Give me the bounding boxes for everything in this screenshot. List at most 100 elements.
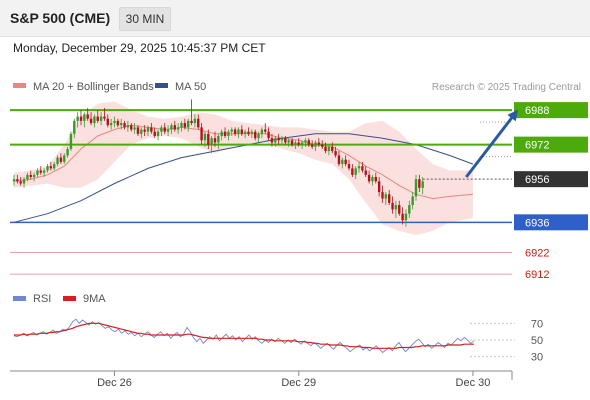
level-current: 6956 — [422, 171, 588, 188]
candle-body — [133, 127, 136, 130]
x-tick-label: Dec 30 — [456, 377, 491, 389]
level-lower_support: 6922 — [10, 248, 549, 260]
candle — [327, 144, 331, 156]
timeframe-button[interactable]: 30 MIN — [119, 7, 171, 31]
candle — [324, 142, 327, 154]
candle-body — [190, 120, 193, 124]
level-tag — [514, 102, 588, 119]
level-support: 6936 — [10, 214, 588, 231]
candle-body — [364, 170, 367, 175]
candle — [133, 123, 136, 134]
candle — [287, 138, 290, 147]
candle-body — [388, 194, 391, 203]
candle-body — [16, 179, 19, 182]
candle-body — [337, 155, 341, 165]
candle — [264, 123, 267, 134]
legend-swatch — [155, 83, 168, 88]
candle — [230, 127, 233, 136]
candle-body — [351, 168, 354, 175]
candle-body — [287, 140, 290, 143]
candle — [126, 120, 130, 132]
candle-body — [96, 116, 99, 121]
candle — [46, 164, 49, 173]
candle-body — [347, 164, 351, 169]
candle — [116, 118, 120, 128]
candle-body — [170, 125, 173, 130]
candle-body — [93, 116, 96, 124]
candle — [166, 125, 170, 136]
candle — [96, 110, 99, 124]
candle-body — [243, 131, 247, 134]
candle-body — [153, 131, 156, 136]
candle — [183, 118, 187, 130]
candle-body — [56, 157, 59, 165]
candle-body — [160, 127, 163, 132]
rsi-legend-item: 9MA — [63, 293, 106, 305]
candle-body — [146, 127, 150, 132]
candle — [76, 112, 79, 128]
candle-body — [217, 136, 220, 143]
rsi-tick-label: 50 — [531, 335, 543, 347]
candle-body — [294, 142, 297, 145]
bollinger-band — [14, 101, 473, 236]
candle-body — [361, 166, 364, 171]
candle-body — [223, 131, 227, 136]
candle — [210, 136, 213, 154]
legend-label: MA 20 + Bollinger Bands — [33, 81, 154, 93]
legend-swatch — [13, 83, 26, 88]
candle-body — [136, 127, 140, 134]
candle — [176, 123, 180, 134]
candle-body — [414, 179, 418, 197]
candle — [156, 129, 160, 141]
candle-body — [163, 127, 166, 132]
candle-body — [300, 142, 304, 145]
candle — [347, 159, 351, 171]
candle-body — [391, 202, 394, 210]
candle — [193, 114, 197, 128]
candle-body — [120, 123, 123, 126]
candle — [391, 196, 394, 214]
candle-body — [42, 170, 46, 173]
candle-body — [220, 131, 223, 136]
candle — [408, 200, 411, 218]
level-resistance: 6988 — [10, 102, 588, 119]
candle — [163, 123, 166, 134]
candle-body — [257, 133, 260, 139]
credit-label: Research © 2025 Trading Central — [432, 82, 581, 93]
candle — [321, 140, 324, 149]
candle-body — [109, 123, 113, 126]
candle — [140, 127, 143, 139]
candle-body — [290, 140, 294, 145]
candle — [217, 133, 220, 149]
rsi-9ma-line — [14, 322, 474, 349]
candle-body — [274, 138, 277, 143]
candle — [237, 127, 240, 139]
candle-body — [404, 213, 408, 221]
candle-body — [22, 179, 26, 184]
candle-body — [19, 181, 22, 184]
candle — [180, 120, 183, 132]
candle-body — [207, 133, 210, 145]
price-panel: MA 20 + Bollinger Bands MA 50 Research © 2… — [10, 81, 588, 281]
candle — [197, 114, 200, 130]
forecast-arrow-shaft — [465, 113, 516, 178]
timestamp-label: Monday, December 29, 2025 10:45:37 PM CE… — [13, 41, 266, 55]
candle-body — [200, 127, 203, 141]
candle-body — [344, 159, 347, 165]
candle-body — [123, 123, 126, 128]
candle — [86, 107, 89, 121]
rsi-legend-item: RSI — [13, 293, 51, 305]
candle — [227, 129, 230, 141]
candle — [418, 174, 421, 193]
candle — [203, 131, 207, 147]
candle — [367, 170, 371, 184]
candle-body — [401, 213, 404, 221]
candle-body — [86, 114, 89, 119]
candle-body — [103, 116, 106, 119]
candle-body — [59, 157, 63, 162]
candle — [398, 200, 401, 216]
candle — [388, 189, 391, 206]
candle — [170, 123, 173, 134]
candle — [123, 120, 126, 130]
